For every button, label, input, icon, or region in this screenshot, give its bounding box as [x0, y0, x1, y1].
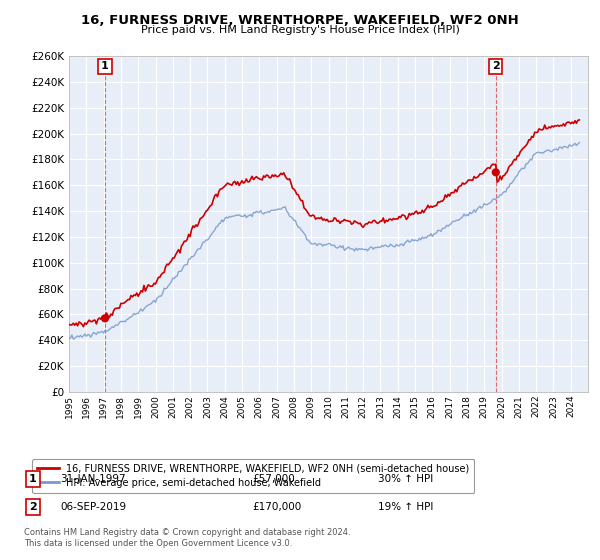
Text: £57,000: £57,000 — [252, 474, 295, 484]
Text: 06-SEP-2019: 06-SEP-2019 — [60, 502, 126, 512]
Text: 19% ↑ HPI: 19% ↑ HPI — [378, 502, 433, 512]
Text: 31-JAN-1997: 31-JAN-1997 — [60, 474, 125, 484]
Point — [491, 168, 500, 177]
Text: £170,000: £170,000 — [252, 502, 301, 512]
Text: This data is licensed under the Open Government Licence v3.0.: This data is licensed under the Open Gov… — [24, 539, 292, 548]
Text: 2: 2 — [492, 62, 500, 71]
Text: 1: 1 — [101, 62, 109, 71]
Text: 1: 1 — [29, 474, 37, 484]
Text: Contains HM Land Registry data © Crown copyright and database right 2024.: Contains HM Land Registry data © Crown c… — [24, 528, 350, 537]
Text: 30% ↑ HPI: 30% ↑ HPI — [378, 474, 433, 484]
Point — [100, 314, 110, 323]
Legend: 16, FURNESS DRIVE, WRENTHORPE, WAKEFIELD, WF2 0NH (semi-detached house), HPI: Av: 16, FURNESS DRIVE, WRENTHORPE, WAKEFIELD… — [32, 459, 475, 493]
Text: Price paid vs. HM Land Registry's House Price Index (HPI): Price paid vs. HM Land Registry's House … — [140, 25, 460, 35]
Text: 2: 2 — [29, 502, 37, 512]
Text: 16, FURNESS DRIVE, WRENTHORPE, WAKEFIELD, WF2 0NH: 16, FURNESS DRIVE, WRENTHORPE, WAKEFIELD… — [81, 14, 519, 27]
